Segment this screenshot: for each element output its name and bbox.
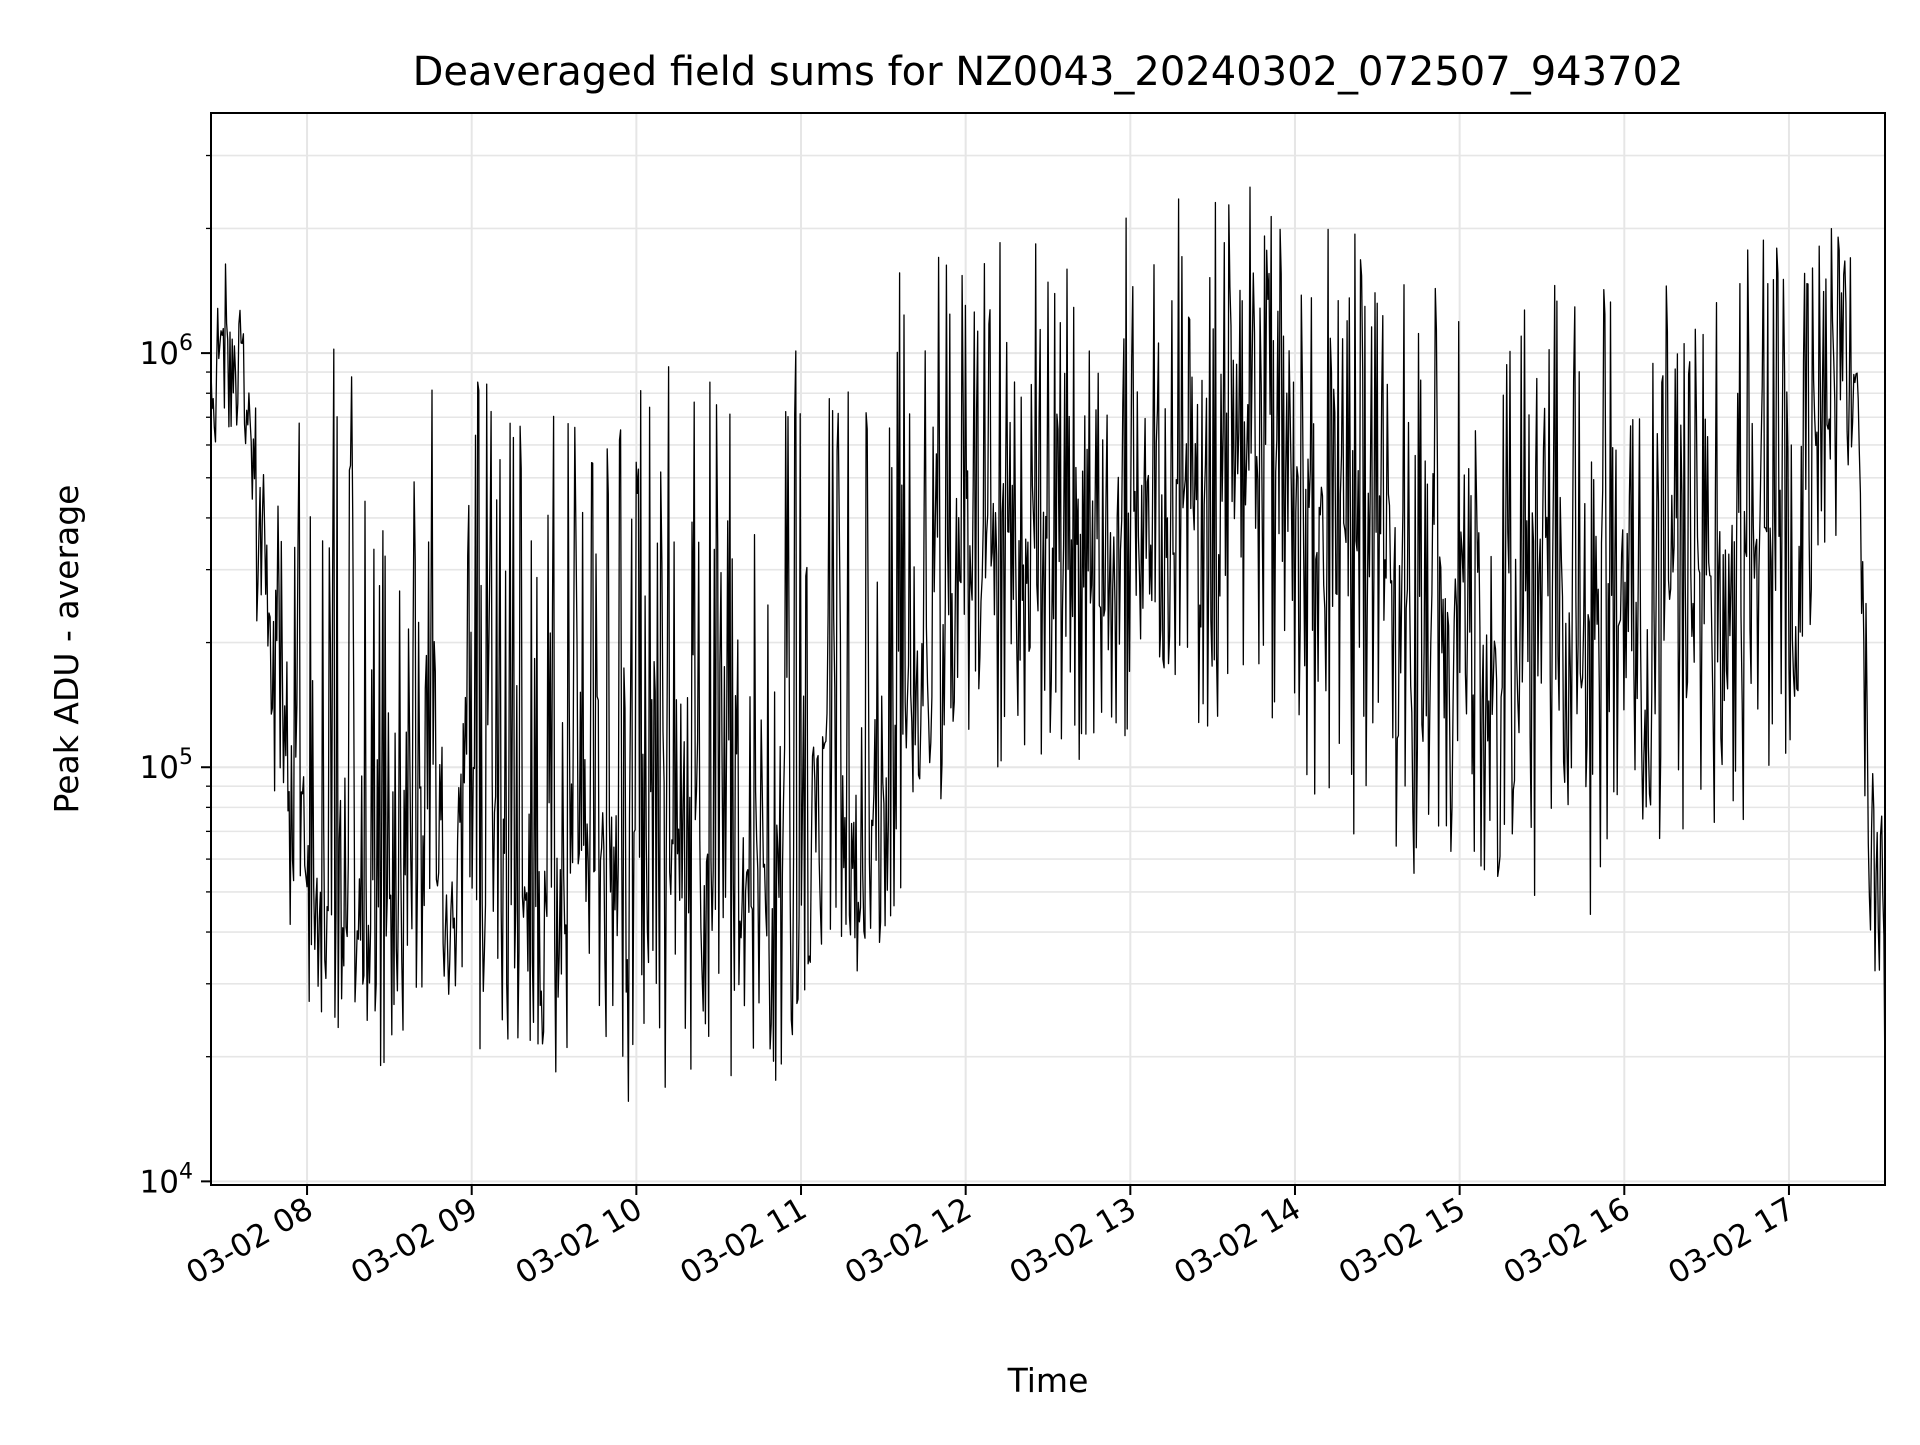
y-tick-exponent: 4 <box>179 1159 193 1184</box>
y-tick-label: 104 <box>140 1159 193 1200</box>
series-line <box>211 186 1885 1102</box>
x-axis-title: Time <box>1007 1361 1089 1400</box>
y-tick-base: 10 <box>140 750 179 786</box>
y-tick-base: 10 <box>140 1164 179 1200</box>
chart-title: Deaveraged field sums for NZ0043_2024030… <box>413 49 1684 95</box>
plot-frame <box>210 112 1886 1186</box>
y-tick-label: 105 <box>140 745 193 786</box>
y-tick-base: 10 <box>140 336 179 372</box>
y-axis-title: Peak ADU - average <box>47 485 86 814</box>
y-tick-label: 106 <box>140 331 193 372</box>
data-series <box>211 186 1885 1102</box>
y-tick-exponent: 5 <box>179 745 193 770</box>
y-tick-exponent: 6 <box>179 331 193 356</box>
